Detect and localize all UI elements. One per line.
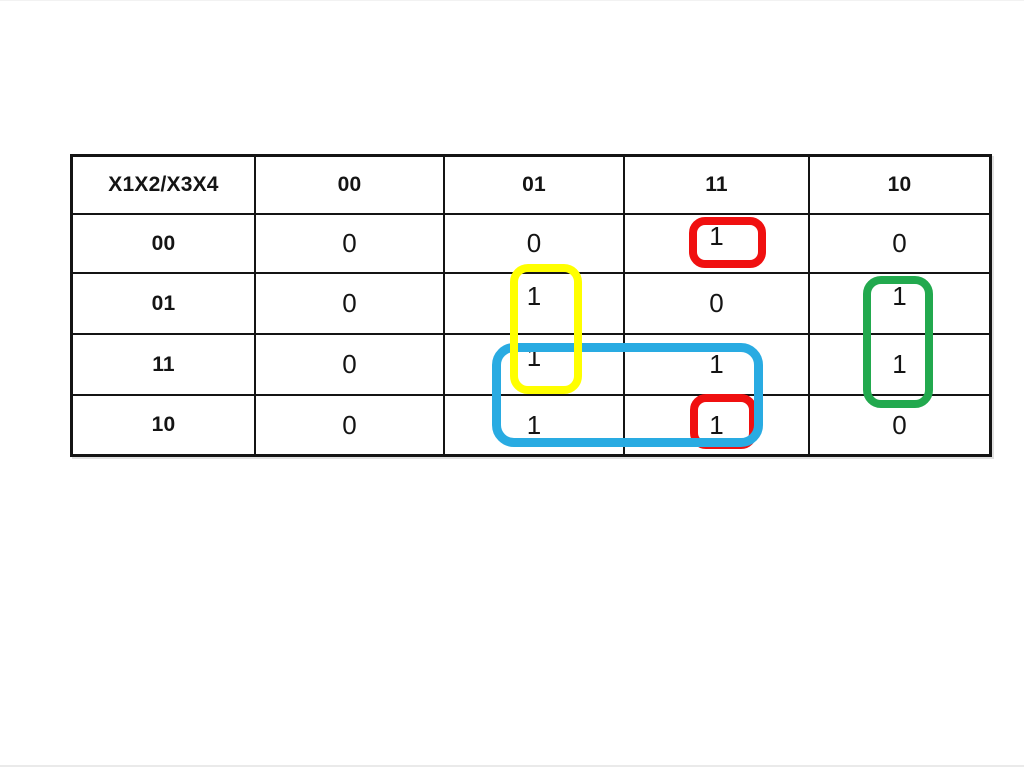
kmap-table: X1X2/X3X4 00 01 11 10 00 0 0 1 0 01 0 1 … xyxy=(70,154,992,457)
kmap-cell-r11-c00: 0 xyxy=(256,335,445,396)
kmap-cell-r11-c11: 1 xyxy=(625,335,810,396)
kmap-cell-r01-c00: 0 xyxy=(256,274,445,335)
kmap-col-header-11: 11 xyxy=(625,157,810,215)
kmap-col-header-01: 01 xyxy=(445,157,625,215)
kmap-cell-r10-c00: 0 xyxy=(256,396,445,454)
kmap-cell-r00-c10: 0 xyxy=(810,215,989,274)
kmap-corner-header: X1X2/X3X4 xyxy=(73,157,256,215)
kmap-cell-r10-c11: 1 xyxy=(625,396,810,454)
kmap-cell-r10-c10: 0 xyxy=(892,409,907,440)
kmap-col-header-10: 10 xyxy=(810,157,989,215)
kmap-cell-r10-c01: 1 xyxy=(445,396,625,454)
kmap-cell-r11-c10: 1 xyxy=(810,335,989,396)
kmap-row-label-10: 10 xyxy=(73,396,256,454)
kmap-cell-r00-c11: 1 xyxy=(625,215,810,274)
kmap-row-label-01: 01 xyxy=(73,274,256,335)
kmap-cell-r01-c10: 1 xyxy=(810,274,989,335)
kmap-row-label-00: 00 xyxy=(73,215,256,274)
kmap-cell-r00-c00: 0 xyxy=(256,215,445,274)
kmap-row-label-11: 11 xyxy=(73,335,256,396)
kmap-cell-r01-c11: 0 xyxy=(625,274,810,335)
kmap-cell-r01-c01: 1 xyxy=(445,274,625,335)
kmap-cell-r00-c01: 0 xyxy=(445,215,625,274)
kmap-col-header-00: 00 xyxy=(256,157,445,215)
kmap-cell-r11-c01: 1 xyxy=(445,335,625,396)
